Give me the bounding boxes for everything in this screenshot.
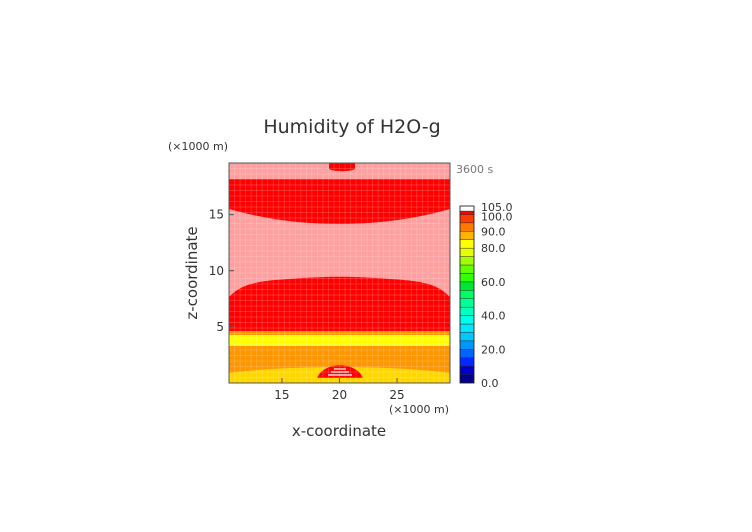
colorbar-tick-label: 105.0 [481,201,513,214]
z-tick-label: 15 [209,208,224,222]
colorbar-segment [459,205,475,212]
colorbar-segment [459,273,475,283]
region-central-saturated-band [229,276,450,331]
axis-ticks: 15 20 25 5 10 15 [209,208,405,402]
chart-title: Humidity of H2O-g [263,116,440,138]
colorbar-segment [459,306,475,316]
x-tick-label: 15 [274,388,289,402]
colorbar-segment [459,365,475,375]
colorbar-segment [459,357,475,367]
plot-area [229,163,450,383]
z-unit-label: (×1000 m) [168,140,228,153]
x-axis-label: x-coordinate [292,422,386,440]
colorbar-segment [459,340,475,350]
colorbar-segment [459,247,475,257]
colorbar-tick-label: 80.0 [481,242,506,255]
colorbar-tick-label: 60.0 [481,276,506,289]
z-tick-label: 10 [209,264,224,278]
colorbar-segment [459,231,475,240]
plot-frame [228,162,451,384]
colorbar-segment [459,298,475,308]
colorbar-segment [459,315,475,325]
colorbar-segment [459,210,475,215]
colorbar-segment [459,256,475,266]
colorbar-segment [459,214,475,224]
colorbar-tick-label: 90.0 [481,225,506,238]
region-lower-yellow-band [229,335,450,346]
colorbar-tick-label: 40.0 [481,310,506,323]
colorbar-segment [459,290,475,299]
x-unit-label: (×1000 m) [389,403,449,416]
colorbar-segment [459,222,475,232]
y-axis-label: z-coordinate [183,226,201,319]
x-tick-label: 25 [389,388,404,402]
z-tick-label: 5 [216,320,224,334]
colorbar-segment [459,281,475,291]
colorbar-segment [459,264,475,274]
time-label: 3600 s [456,163,493,176]
colorbar-segment [459,332,475,342]
colorbar-tick-label: 0.0 [481,377,499,390]
colorbar-tick-label: 20.0 [481,343,506,356]
region-top-center-cap [329,163,355,172]
x-tick-label: 20 [332,388,347,402]
colorbar-segment [459,323,475,333]
region-upper-saturated-band [229,179,450,224]
colorbar-tick-label: 100.0 [481,210,513,223]
colorbar-frame [459,205,475,384]
colorbar-segment [459,239,475,249]
colorbar-segment [459,374,475,384]
colorbar-segment [459,349,475,358]
